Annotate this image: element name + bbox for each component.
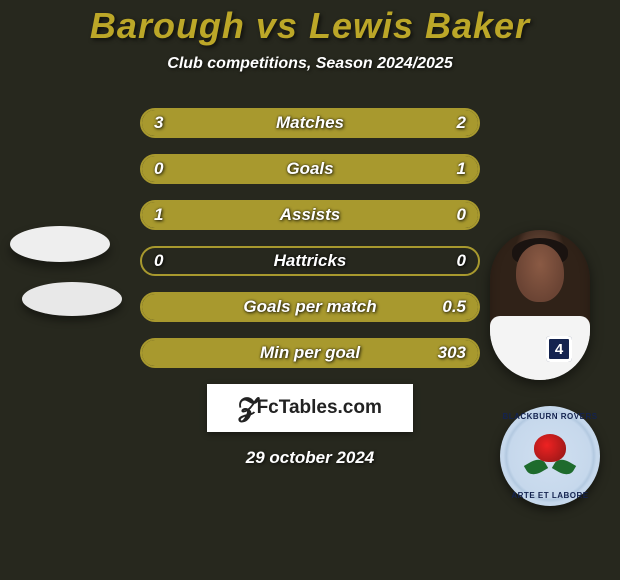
- page-title: Barough vs Lewis Baker: [0, 5, 620, 47]
- comparison-card: Barough vs Lewis Baker Club competitions…: [0, 0, 620, 580]
- stat-value-right: 0.5: [442, 297, 466, 317]
- stat-row: Goals per match0.5: [140, 292, 480, 322]
- stat-row: 3Matches2: [140, 108, 480, 138]
- page-subtitle: Club competitions, Season 2024/2025: [0, 55, 620, 73]
- player-right-face: [516, 244, 564, 302]
- stat-row: 1Assists0: [140, 200, 480, 230]
- stat-value-right: 2: [457, 113, 466, 133]
- player-right-shirt: [490, 316, 590, 380]
- stat-row: 0Goals1: [140, 154, 480, 184]
- brand-text: FcTables.com: [257, 397, 382, 419]
- player-left-avatar-top: [10, 226, 110, 262]
- brand-signature-icon: 𝓩: [238, 393, 256, 424]
- stat-label: Hattricks: [142, 251, 478, 271]
- stat-label: Min per goal: [142, 343, 478, 363]
- player-right-avatar: 4: [490, 230, 590, 380]
- club-badge: BLACKBURN ROVERS ARTE ET LABORE: [500, 406, 600, 506]
- stat-value-right: 0: [457, 251, 466, 271]
- stat-label: Assists: [142, 205, 478, 225]
- stat-label: Goals: [142, 159, 478, 179]
- stat-value-right: 303: [438, 343, 466, 363]
- stat-row: Min per goal303: [140, 338, 480, 368]
- stat-value-right: 1: [457, 159, 466, 179]
- player-right-number: 4: [546, 336, 572, 362]
- player-left-avatar-bottom: [22, 282, 122, 316]
- stat-label: Matches: [142, 113, 478, 133]
- club-badge-bottom-text: ARTE ET LABORE: [500, 491, 600, 500]
- club-badge-top-text: BLACKBURN ROVERS: [500, 412, 600, 421]
- brand-badge: 𝓩 FcTables.com: [207, 384, 413, 432]
- stats-area: 4 BLACKBURN ROVERS ARTE ET LABORE 3Match…: [0, 108, 620, 368]
- rose-icon: [528, 434, 572, 478]
- stat-label: Goals per match: [142, 297, 478, 317]
- stat-value-right: 0: [457, 205, 466, 225]
- stat-row: 0Hattricks0: [140, 246, 480, 276]
